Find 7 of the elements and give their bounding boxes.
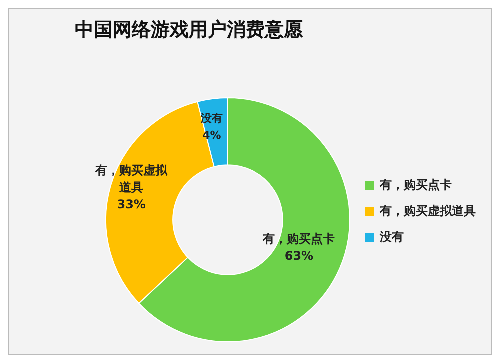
legend-label: 有，购买点卡 [380, 177, 452, 194]
legend-label: 没有 [380, 229, 404, 246]
chart-title: 中国网络游戏用户消费意愿 [74, 18, 304, 43]
slice-label: 有，购买点卡 [262, 230, 336, 248]
data-label: 63% [284, 248, 315, 265]
legend-label: 有，购买虚拟道具 [380, 203, 476, 220]
data-label: 33% [116, 196, 147, 214]
